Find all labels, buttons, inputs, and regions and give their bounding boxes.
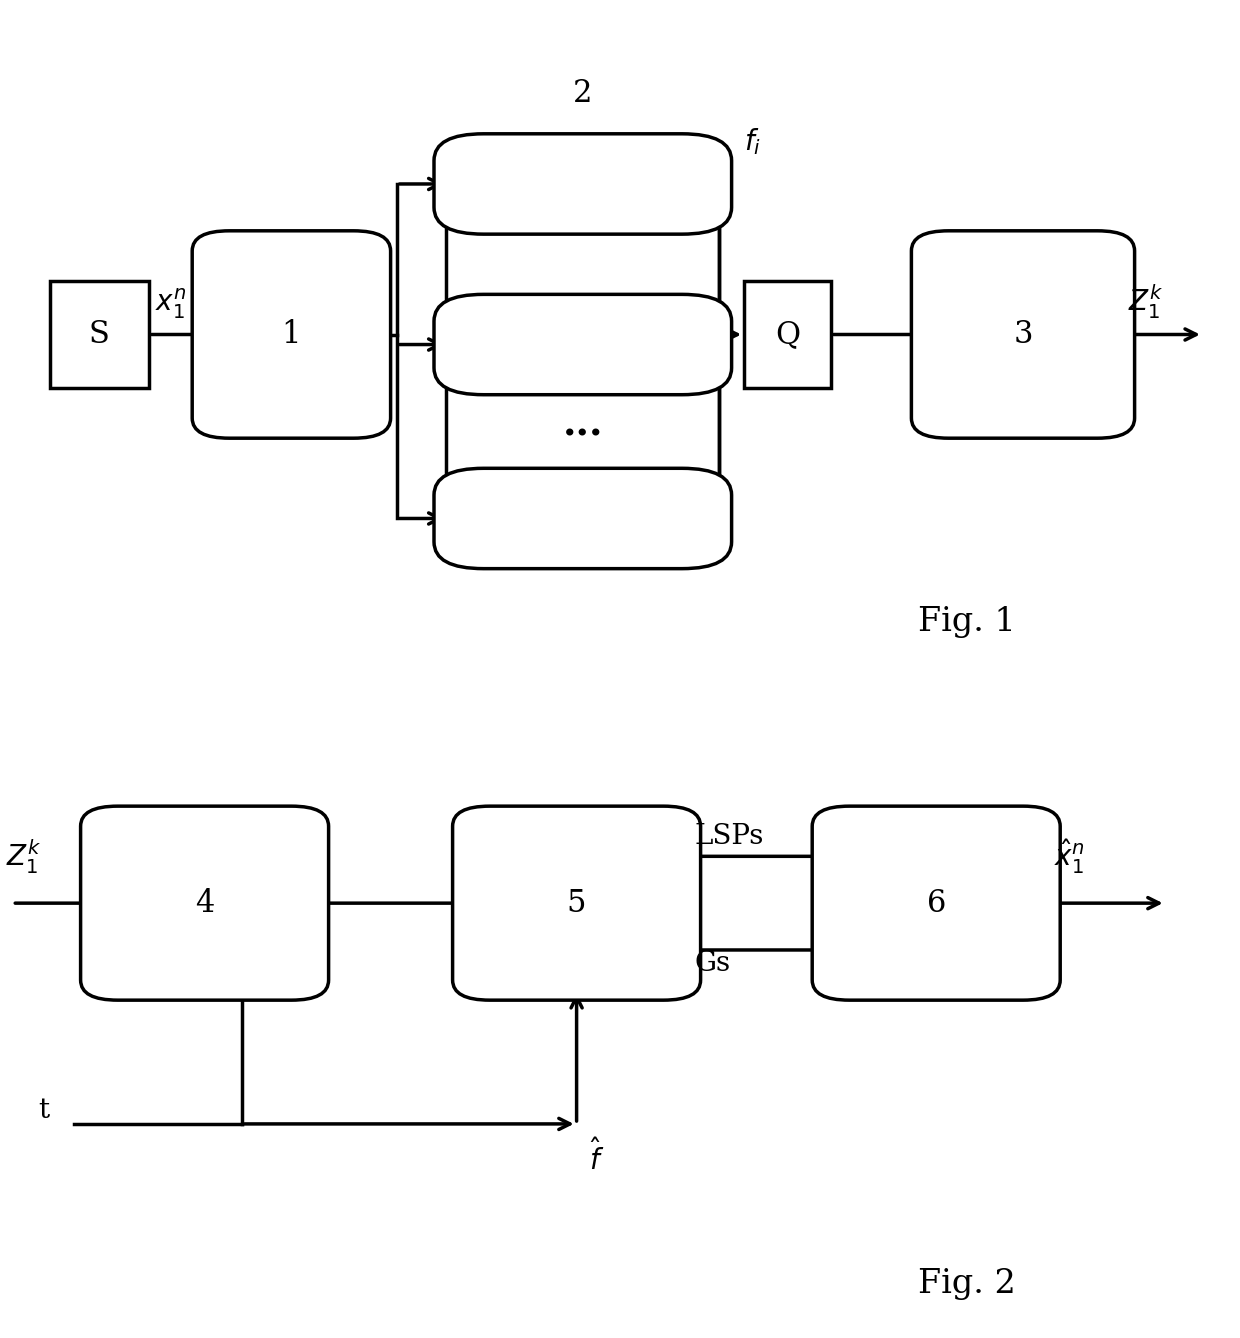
Text: 5: 5 <box>567 887 587 919</box>
Bar <box>744 281 831 388</box>
Text: $f_i$: $f_i$ <box>744 126 761 157</box>
Text: $\hat{f}$: $\hat{f}$ <box>589 1139 604 1176</box>
Text: Q: Q <box>775 318 800 351</box>
Text: 6: 6 <box>926 887 946 919</box>
Text: 4: 4 <box>195 887 215 919</box>
FancyBboxPatch shape <box>434 294 732 395</box>
Text: t: t <box>38 1097 50 1124</box>
Text: $Z_1^k$: $Z_1^k$ <box>6 838 42 876</box>
Bar <box>50 281 149 388</box>
Text: Fig. 1: Fig. 1 <box>919 606 1016 638</box>
FancyBboxPatch shape <box>192 230 391 439</box>
Text: ...: ... <box>563 405 603 444</box>
Text: 2: 2 <box>573 78 593 110</box>
FancyBboxPatch shape <box>453 805 701 1001</box>
Text: 3: 3 <box>1013 318 1033 351</box>
Text: $x_1^n$: $x_1^n$ <box>155 286 186 321</box>
Text: Fig. 2: Fig. 2 <box>919 1268 1016 1301</box>
FancyBboxPatch shape <box>812 805 1060 1001</box>
FancyBboxPatch shape <box>81 805 329 1001</box>
Text: S: S <box>89 318 109 351</box>
Text: $\hat{x}_1^n$: $\hat{x}_1^n$ <box>1054 838 1085 876</box>
Text: Gs: Gs <box>694 950 730 977</box>
FancyBboxPatch shape <box>911 230 1135 439</box>
Text: LSPs: LSPs <box>694 823 764 850</box>
FancyBboxPatch shape <box>434 468 732 569</box>
Text: $Z_1^k$: $Z_1^k$ <box>1128 282 1164 321</box>
Text: 1: 1 <box>281 318 301 351</box>
FancyBboxPatch shape <box>434 134 732 234</box>
